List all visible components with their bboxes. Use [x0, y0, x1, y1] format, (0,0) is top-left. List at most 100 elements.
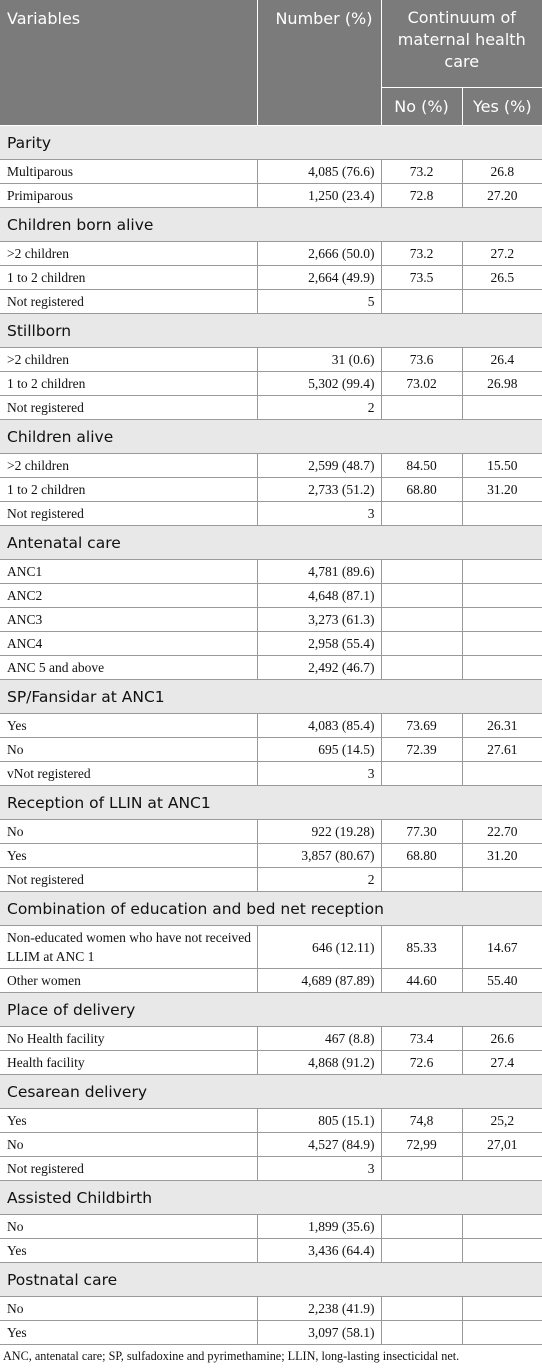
table-row: Yes 3,097 (58.1)	[0, 1320, 542, 1345]
section-title: Cesarean delivery	[0, 1074, 542, 1109]
row-no-percent	[381, 761, 463, 786]
row-yes-percent: 27,01	[462, 1132, 542, 1157]
row-label: >2 children	[0, 241, 258, 266]
table-body: Parity Multiparous 4,085 (76.6) 73.2 26.8 Pri…	[0, 125, 542, 1345]
table-row: >2 children 31 (0.6) 73.6 26.4	[0, 347, 542, 372]
row-label: No	[0, 737, 258, 762]
row-yes-percent	[462, 607, 542, 632]
row-number: 4,527 (84.9)	[257, 1132, 382, 1157]
row-no-percent	[381, 501, 463, 526]
row-no-percent	[381, 395, 463, 420]
row-label: Health facility	[0, 1050, 258, 1075]
row-number: 695 (14.5)	[257, 737, 382, 762]
row-number: 4,083 (85.4)	[257, 713, 382, 738]
table-row: Multiparous 4,085 (76.6) 73.2 26.8	[0, 159, 542, 184]
section-header-row: Combination of education and bed net rec…	[0, 891, 542, 926]
header-number: Number (%)	[257, 0, 382, 126]
table-row: vNot registered 3	[0, 761, 542, 786]
table-row: Other women 4,689 (87.89) 44.60 55.40	[0, 968, 542, 993]
row-number: 3,273 (61.3)	[257, 607, 382, 632]
row-label: Yes	[0, 843, 258, 868]
row-no-percent	[381, 289, 463, 314]
table-row: Not registered 3	[0, 1156, 542, 1181]
table-row: No 1,899 (35.6)	[0, 1214, 542, 1239]
table-row: >2 children 2,599 (48.7) 84.50 15.50	[0, 453, 542, 478]
row-no-percent: 44.60	[381, 968, 463, 993]
row-label: Yes	[0, 1238, 258, 1263]
header-variables: Variables	[0, 0, 258, 126]
row-label: Yes	[0, 1320, 258, 1345]
section-title: Combination of education and bed net rec…	[0, 891, 542, 926]
section-title: Reception of LLIN at ANC1	[0, 785, 542, 820]
row-no-percent: 73.02	[381, 371, 463, 396]
row-label: ANC3	[0, 607, 258, 632]
row-label: Yes	[0, 713, 258, 738]
table-row: ANC3 3,273 (61.3)	[0, 607, 542, 632]
header-continuum: Continuum of maternal health care	[381, 0, 542, 88]
row-number: 4,781 (89.6)	[257, 559, 382, 584]
row-number: 646 (12.11)	[257, 925, 382, 969]
row-yes-percent: 26.98	[462, 371, 542, 396]
section-title: Children alive	[0, 419, 542, 454]
table-row: No 695 (14.5) 72.39 27.61	[0, 737, 542, 762]
row-yes-percent: 15.50	[462, 453, 542, 478]
row-label: >2 children	[0, 453, 258, 478]
row-number: 2	[257, 867, 382, 892]
row-label: ANC2	[0, 583, 258, 608]
row-label: Yes	[0, 1108, 258, 1133]
section-title: Postnatal care	[0, 1262, 542, 1297]
row-label: >2 children	[0, 347, 258, 372]
row-yes-percent	[462, 867, 542, 892]
table-row: ANC2 4,648 (87.1)	[0, 583, 542, 608]
row-yes-percent	[462, 1320, 542, 1345]
row-number: 1,899 (35.6)	[257, 1214, 382, 1239]
row-yes-percent	[462, 395, 542, 420]
row-number: 2,492 (46.7)	[257, 655, 382, 680]
row-number: 3,857 (80.67)	[257, 843, 382, 868]
row-no-percent	[381, 1296, 463, 1321]
row-number: 4,868 (91.2)	[257, 1050, 382, 1075]
table-row: 1 to 2 children 2,664 (49.9) 73.5 26.5	[0, 265, 542, 290]
row-label: Multiparous	[0, 159, 258, 184]
row-no-percent: 85.33	[381, 925, 463, 969]
row-yes-percent	[462, 583, 542, 608]
row-number: 3,436 (64.4)	[257, 1238, 382, 1263]
row-yes-percent: 27.2	[462, 241, 542, 266]
row-no-percent	[381, 1214, 463, 1239]
table-row: No 922 (19.28) 77.30 22.70	[0, 819, 542, 844]
row-no-percent: 73.5	[381, 265, 463, 290]
row-yes-percent: 26.4	[462, 347, 542, 372]
section-header-row: Cesarean delivery	[0, 1074, 542, 1109]
row-no-percent: 72,99	[381, 1132, 463, 1157]
row-label: Not registered	[0, 867, 258, 892]
row-no-percent: 72.8	[381, 183, 463, 208]
row-yes-percent	[462, 1214, 542, 1239]
row-yes-percent: 31.20	[462, 843, 542, 868]
row-no-percent	[381, 583, 463, 608]
section-title: Parity	[0, 125, 542, 160]
section-header-row: Place of delivery	[0, 992, 542, 1027]
row-no-percent	[381, 1320, 463, 1345]
row-label: No Health facility	[0, 1026, 258, 1051]
row-no-percent: 73.4	[381, 1026, 463, 1051]
table-row: Primiparous 1,250 (23.4) 72.8 27.20	[0, 183, 542, 208]
row-label: Primiparous	[0, 183, 258, 208]
row-number: 4,689 (87.89)	[257, 968, 382, 993]
row-no-percent: 84.50	[381, 453, 463, 478]
row-yes-percent: 31.20	[462, 477, 542, 502]
row-label: No	[0, 1214, 258, 1239]
row-no-percent: 73.2	[381, 159, 463, 184]
row-no-percent: 74,8	[381, 1108, 463, 1133]
header-no: No (%)	[381, 87, 463, 126]
table-row: Yes 805 (15.1) 74,8 25,2	[0, 1108, 542, 1133]
row-yes-percent: 55.40	[462, 968, 542, 993]
section-title: Assisted Childbirth	[0, 1180, 542, 1215]
row-no-percent: 77.30	[381, 819, 463, 844]
section-header-row: Children alive	[0, 419, 542, 454]
row-yes-percent	[462, 1238, 542, 1263]
table-row: Not registered 5	[0, 289, 542, 314]
row-number: 31 (0.6)	[257, 347, 382, 372]
row-label: 1 to 2 children	[0, 477, 258, 502]
row-label: ANC4	[0, 631, 258, 656]
row-number: 922 (19.28)	[257, 819, 382, 844]
